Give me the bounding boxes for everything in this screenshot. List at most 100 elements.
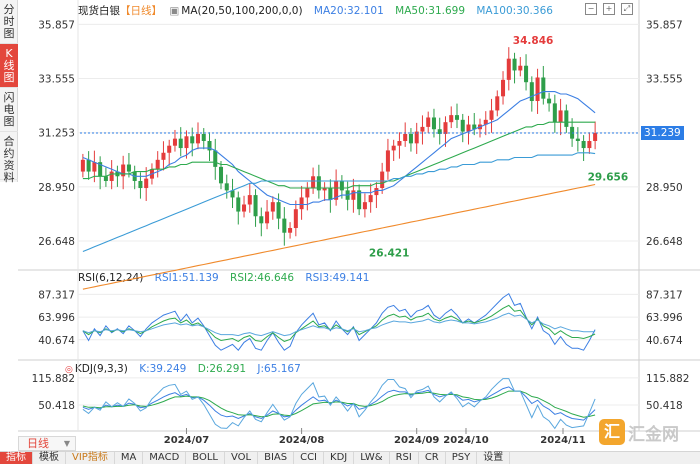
- candle-body: [126, 164, 131, 172]
- brand-mark: 汇: [599, 419, 625, 445]
- rsi2-value: RSI2:46.646: [230, 272, 295, 284]
- indicator-tab-5[interactable]: BOLL: [186, 452, 225, 464]
- rsi-legend: RSI(6,12,24) RSI1:51.139 RSI2:46.646 RSI…: [78, 272, 377, 284]
- candle-body: [299, 197, 304, 210]
- candle-body: [172, 138, 177, 146]
- candle-body: [184, 136, 189, 149]
- fullscreen-icon[interactable]: ⤢: [621, 3, 633, 15]
- candle-body: [385, 150, 390, 172]
- candle-body: [80, 159, 85, 172]
- candle-body: [581, 141, 586, 149]
- ma-line-ma50: [82, 121, 596, 189]
- candle-body: [311, 176, 316, 189]
- rsi-pane-line-rsi2: [82, 304, 596, 342]
- rsi-pane-line-rsi3: [82, 312, 596, 337]
- indicator-tab-7[interactable]: BIAS: [258, 452, 295, 464]
- candle-body: [529, 82, 534, 102]
- indicator-tab-0[interactable]: 指标: [0, 452, 33, 464]
- j-value: J:65.167: [257, 363, 301, 375]
- candle-body: [339, 180, 344, 191]
- last-price-tag: 31.239: [641, 126, 684, 141]
- y-tick-label-right: 33.555: [646, 74, 683, 86]
- candle-body: [547, 98, 552, 104]
- brand-logo: 汇 汇金网: [599, 417, 679, 447]
- price-annotation: 26.421: [369, 247, 410, 259]
- rsi-params: RSI(6,12,24): [78, 272, 144, 284]
- indicator-tab-6[interactable]: VOL: [225, 452, 259, 464]
- candle-body: [501, 79, 506, 97]
- sidebar-item-contract[interactable]: 合约资料: [0, 132, 18, 184]
- candle-body: [167, 145, 172, 153]
- candle-body: [86, 159, 91, 172]
- y-tick-label-left: 40.674: [38, 335, 75, 347]
- price-pane: 34.846 26.421 29.656: [80, 35, 639, 290]
- candle-body: [293, 209, 298, 229]
- indicator-tab-13[interactable]: PSY: [446, 452, 478, 464]
- ma-line-ma20: [82, 91, 596, 206]
- candle-body: [316, 176, 321, 191]
- y-tick-label-right: 87.317: [646, 289, 683, 301]
- candle-body: [483, 119, 488, 125]
- candle-body: [414, 131, 419, 144]
- rsi-pane-line-rsi1: [82, 292, 596, 351]
- candle-body: [368, 195, 373, 203]
- ma-settings-icon[interactable]: ▣: [169, 5, 180, 17]
- d-value: D:26.291: [197, 363, 247, 375]
- candle-body: [489, 110, 494, 120]
- main-legend: 现货白银【日线】 ▣ MA(20,50,100,200,0,0) MA20:32.…: [78, 3, 561, 18]
- y-tick-label-right: 26.648: [646, 236, 683, 248]
- indicator-tab-8[interactable]: CCI: [294, 452, 325, 464]
- zoom-in-icon[interactable]: +: [603, 3, 615, 15]
- sidebar-item-kline[interactable]: K线图: [0, 44, 18, 88]
- indicator-tab-1[interactable]: 模板: [33, 452, 66, 464]
- kdj-legend: ◎ KDJ(9,3,3) K:39.249 D:26.291 J:65.167: [65, 363, 309, 375]
- indicator-tab-12[interactable]: CR: [419, 452, 446, 464]
- candle-body: [518, 65, 523, 71]
- ma-line-ma100: [82, 152, 596, 253]
- candle-body: [437, 129, 442, 134]
- indicator-tab-3[interactable]: MA: [115, 452, 144, 464]
- ma20-value: MA20:32.101: [313, 5, 384, 17]
- sidebar-item-flash[interactable]: 闪电图: [0, 88, 18, 132]
- sidebar-item-label: 合约资料: [3, 135, 15, 184]
- indicator-tab-14[interactable]: 设置: [477, 452, 511, 464]
- kdj-settings-icon[interactable]: ◎: [65, 365, 73, 375]
- indicator-tab-11[interactable]: RSI: [390, 452, 419, 464]
- y-tick-label-left: 33.555: [38, 74, 75, 86]
- candle-body: [431, 117, 436, 130]
- indicator-tab-10[interactable]: LW&: [354, 452, 390, 464]
- x-date-label: 2024/09: [394, 435, 439, 446]
- candle-body: [218, 166, 224, 184]
- sidebar-item-timeshare[interactable]: 分时图: [0, 0, 18, 44]
- zoom-out-icon[interactable]: −: [585, 3, 597, 15]
- indicator-tab-4[interactable]: MACD: [143, 452, 187, 464]
- candle-body: [276, 202, 281, 219]
- candle-body: [362, 202, 367, 210]
- ma-line-ma200: [82, 183, 596, 290]
- candle-body: [178, 138, 183, 149]
- candle-body: [195, 133, 201, 144]
- period-select[interactable]: 日线 ▼: [18, 436, 76, 451]
- candle-body: [253, 195, 258, 217]
- candle-body: [92, 162, 97, 172]
- y-tick-label-left: 63.996: [38, 312, 75, 324]
- candle-body: [449, 115, 454, 123]
- candle-body: [380, 171, 385, 189]
- candle-body: [305, 188, 310, 198]
- candle-body: [357, 190, 362, 210]
- indicator-tabs: 指标 模板 VIP指标 MA MACD BOLL VOL BIAS CCI KDJ LW& RSI CR…: [0, 451, 700, 464]
- ma-params: MA(20,50,100,200,0,0): [181, 5, 303, 17]
- candle-body: [472, 124, 477, 130]
- indicator-tab-2[interactable]: VIP指标: [66, 452, 115, 464]
- kdj-params: KDJ(9,3,3): [74, 363, 128, 375]
- candle-body: [190, 136, 195, 144]
- candle-body: [247, 195, 252, 205]
- indicator-tab-9[interactable]: KDJ: [324, 452, 355, 464]
- ma50-value: MA50:31.699: [395, 5, 466, 17]
- candle-body: [236, 197, 241, 212]
- y-tick-label-left: 35.857: [38, 19, 75, 31]
- candle-body: [506, 58, 511, 80]
- period-label: 【日线】: [120, 5, 162, 17]
- candle-body: [213, 150, 218, 167]
